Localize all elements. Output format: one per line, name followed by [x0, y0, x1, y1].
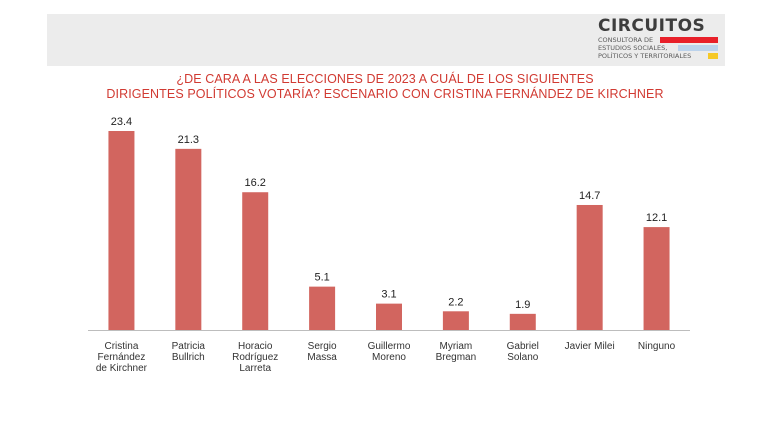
chart-title: ¿DE CARA A LAS ELECCIONES DE 2023 A CUÁL… [60, 72, 710, 102]
logo-line-2: ESTUDIOS SOCIALES, [598, 44, 668, 52]
logo-bar-red [660, 37, 718, 43]
logo-bar-blue [678, 45, 718, 51]
category-label: Gabriel Solano [507, 341, 539, 363]
bar-value-label: 5.1 [314, 272, 329, 284]
bar [376, 303, 402, 330]
bar [309, 286, 336, 330]
logo-line-1: CONSULTORA DE [598, 36, 654, 44]
bar-value-label: 21.3 [178, 134, 199, 146]
bar-value-label: 23.4 [111, 116, 132, 128]
category-label: Sergio Massa [307, 341, 337, 363]
category-label: Myriam Bregman [436, 341, 477, 363]
bar-value-label: 14.7 [579, 190, 600, 202]
bar-value-label: 1.9 [515, 299, 530, 311]
category-label: Horacio Rodríguez Larreta [232, 341, 278, 374]
header-band [47, 14, 725, 66]
bar [643, 227, 670, 330]
bar [442, 311, 469, 330]
chart-title-line-2: DIRIGENTES POLÍTICOS VOTARÍA? ESCENARIO … [106, 87, 664, 101]
bar [576, 204, 603, 330]
category-label: Patricia Bullrich [172, 341, 206, 363]
logo-name: CIRCUITOS [598, 16, 706, 36]
chart-title-line-1: ¿DE CARA A LAS ELECCIONES DE 2023 A CUÁL… [176, 72, 594, 86]
circuitos-logo: CIRCUITOS CONSULTORA DE ESTUDIOS SOCIALE… [598, 16, 723, 64]
bar-value-label: 12.1 [646, 212, 667, 224]
bar [108, 131, 135, 330]
category-label: Cristina Fernández de Kirchner [96, 341, 148, 374]
bar-value-label: 3.1 [381, 289, 396, 301]
category-label: Guillermo Moreno [368, 341, 411, 363]
category-label: Ninguno [638, 341, 676, 352]
logo-line-3: POLÍTICOS Y TERRITORIALES [598, 52, 692, 60]
bar [175, 148, 202, 330]
bar-value-label: 16.2 [245, 177, 266, 189]
logo-bar-yellow [708, 53, 718, 59]
bar [509, 313, 536, 330]
bar-value-label: 2.2 [448, 296, 463, 308]
category-label: Javier Milei [565, 341, 615, 352]
bar [242, 192, 269, 330]
